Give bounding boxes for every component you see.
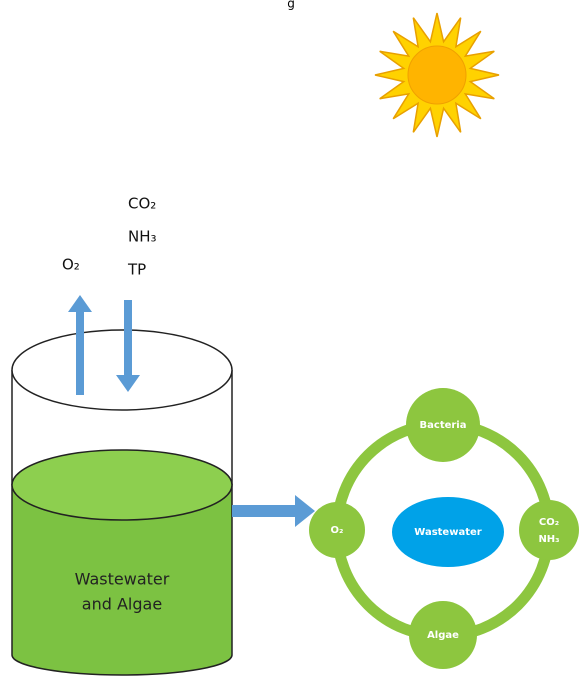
node-label: Algae [427,630,459,641]
gas-in: TP [127,261,146,279]
gas-out: O₂ [62,256,80,274]
gas-in: CO₂ [128,195,156,213]
gas-in: NH₃ [128,228,157,246]
tank-label: and Algae [82,595,162,614]
node-label: O₂ [331,525,344,536]
diagram: g O₂ CO₂ NH₃ TP Wastewater and Algae Was… [0,0,582,680]
node [519,500,579,560]
node-label: CO₂ [539,517,559,528]
node-label: NH₃ [538,534,559,545]
node-label: Bacteria [420,420,467,431]
sun [375,13,499,137]
top-fragment: g [287,0,295,11]
arrow-right [232,495,315,527]
tank-label: Wastewater [75,570,170,589]
center-label: Wastewater [414,527,481,538]
